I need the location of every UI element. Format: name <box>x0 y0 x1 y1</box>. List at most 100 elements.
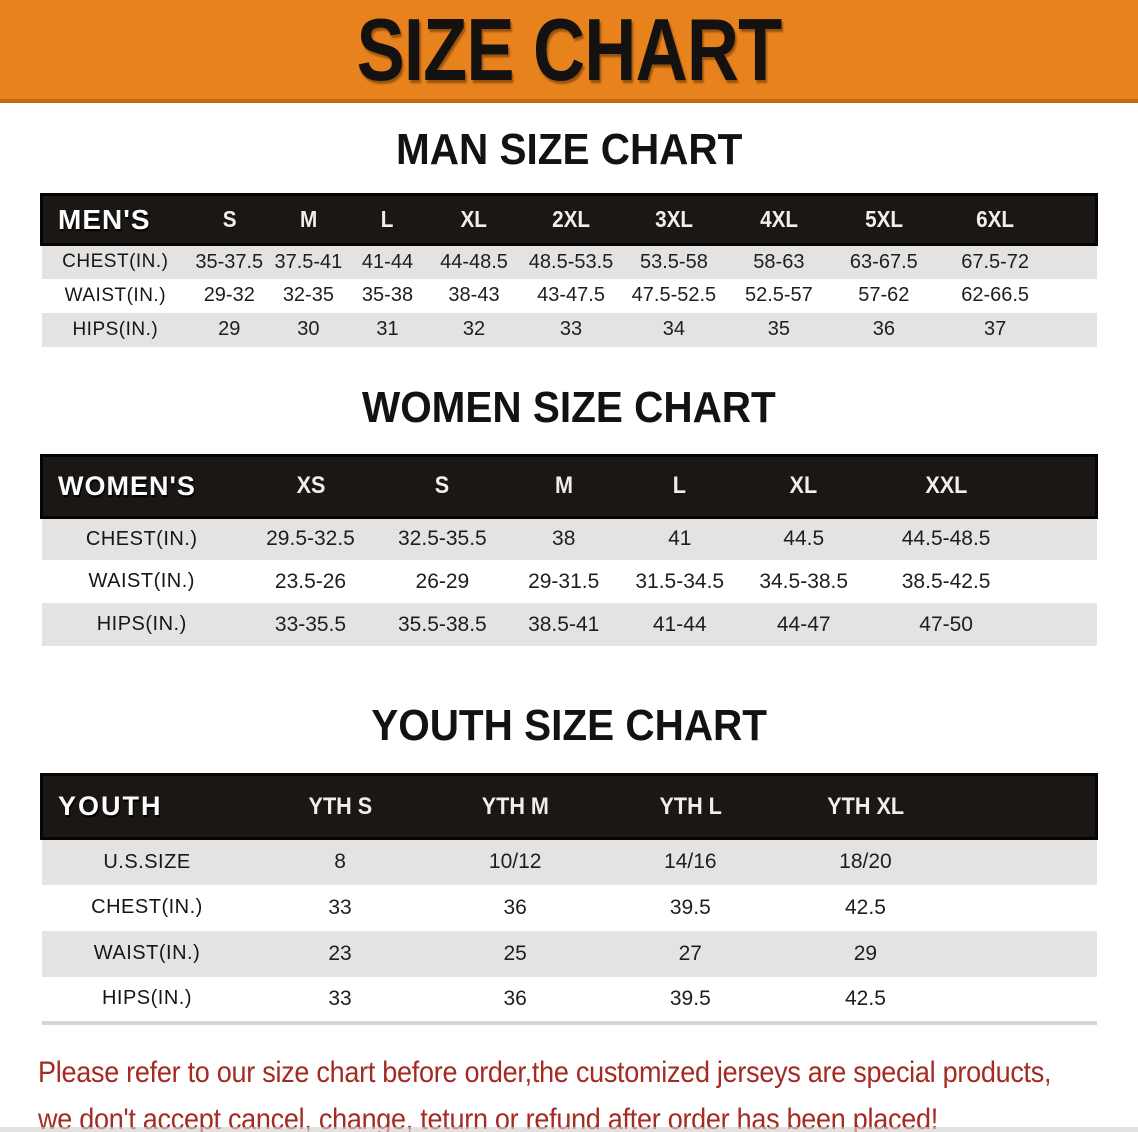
value-cell: 63-67.5 <box>849 250 918 273</box>
row-label-cell: HIPS(IN.) <box>96 613 187 635</box>
row-label-cell: HIPS(IN.) <box>72 318 159 340</box>
row-label-cell: WAIST(IN.) <box>64 284 167 306</box>
value-cell: 35-38 <box>361 284 414 306</box>
value-cell: 39.5 <box>669 895 711 919</box>
value-cell: 35-37.5 <box>195 250 264 273</box>
mens-header-row: MEN'S S M L XL 2XL 3XL 4XL 5XL 6XL <box>40 193 1099 246</box>
value-cell: 32.5-35.5 <box>398 527 487 551</box>
value-cell: 42.5 <box>845 895 886 919</box>
table-row-waist: WAIST(IN.) 29-32 32-35 35-38 38-43 43-47… <box>41 278 1097 313</box>
order-policy-note: Please refer to our size chart before or… <box>38 1049 1138 1132</box>
size-header-cell: YTH M <box>427 773 603 840</box>
table-row-chest: CHEST(IN.) 35-37.5 37.5-41 41-44 44-48.5… <box>41 244 1097 279</box>
womens-header-row: WOMEN'S XS S M L XL XXL <box>39 453 1098 519</box>
value-cell: 42.5 <box>845 986 886 1010</box>
value-cell: 44.5 <box>783 527 825 551</box>
value-cell: 43-47.5 <box>537 284 605 306</box>
size-header-cell: M <box>269 193 348 246</box>
womens-size-table: WOMEN'S XS S M L XL XXL CHEST(IN.) 29.5-… <box>39 453 1098 646</box>
row-label-cell: CHEST(IN.) <box>91 896 203 918</box>
table-row-hips: HIPS(IN.) 33-35.5 35.5-38.5 38.5-41 41-4… <box>41 603 1097 646</box>
filler-cell <box>1022 453 1098 519</box>
table-row-hips: HIPS(IN.) 33 36 39.5 42.5 <box>41 976 1097 1023</box>
filler-cell <box>1054 313 1096 347</box>
mens-header-label: MEN'S <box>40 193 190 246</box>
size-header-cell: XXL <box>869 453 1023 519</box>
value-cell: 26-29 <box>415 569 470 593</box>
row-label-cell: CHEST(IN.) <box>85 527 198 550</box>
value-cell: 62-66.5 <box>961 284 1030 306</box>
value-cell: 33 <box>328 895 352 919</box>
youth-section-title: YOUTH SIZE CHART <box>371 701 767 750</box>
mens-size-table: MEN'S S M L XL 2XL 3XL 4XL 5XL 6XL CHEST… <box>40 193 1099 347</box>
youth-header-row: YOUTH YTH S YTH M YTH L YTH XL <box>40 773 1098 840</box>
filler-cell <box>953 885 1097 931</box>
filler-cell <box>953 977 1097 1023</box>
value-cell: 29-31.5 <box>528 569 600 593</box>
size-header-cell: XL <box>737 453 870 519</box>
bottom-edge-artifact <box>0 1127 1138 1132</box>
value-cell: 31.5-34.5 <box>635 569 725 593</box>
value-cell: 29.5-32.5 <box>266 527 355 551</box>
value-cell: 41-44 <box>361 250 414 273</box>
value-cell: 41-44 <box>652 612 707 636</box>
value-cell: 58-63 <box>753 250 805 273</box>
size-header-cell: YTH XL <box>777 773 953 840</box>
value-cell: 44-48.5 <box>440 250 508 273</box>
womens-header-label: WOMEN'S <box>39 453 242 519</box>
filler-cell <box>953 839 1097 885</box>
size-header-cell: 5XL <box>831 193 937 246</box>
value-cell: 44-47 <box>776 612 831 636</box>
filler-cell <box>1054 193 1099 246</box>
value-cell: 27 <box>678 941 702 965</box>
value-cell: 48.5-53.5 <box>528 250 614 273</box>
row-label-cell: U.S.SIZE <box>103 850 191 873</box>
value-cell: 35 <box>767 318 790 340</box>
size-header-cell: XS <box>241 453 380 519</box>
row-label-cell: HIPS(IN.) <box>101 987 193 1009</box>
women-section-title: WOMEN SIZE CHART <box>362 382 776 432</box>
value-cell: 37 <box>984 318 1007 340</box>
value-cell: 47.5-52.5 <box>631 284 717 306</box>
value-cell: 38-43 <box>448 284 500 306</box>
value-cell: 36 <box>872 318 895 340</box>
filler-cell <box>953 931 1097 977</box>
value-cell: 32-35 <box>282 284 334 306</box>
row-label-cell: WAIST(IN.) <box>93 942 201 964</box>
value-cell: 38.5-42.5 <box>901 569 991 593</box>
table-row-chest: CHEST(IN.) 33 36 39.5 42.5 <box>41 884 1097 931</box>
size-header-cell: YTH S <box>252 773 428 840</box>
value-cell: 44.5-48.5 <box>901 527 991 551</box>
size-header-cell: 6XL <box>936 193 1055 246</box>
value-cell: 38.5-41 <box>528 612 600 636</box>
filler-cell <box>953 773 1098 840</box>
value-cell: 33 <box>328 986 352 1010</box>
size-header-cell: 3XL <box>621 193 727 246</box>
size-header-cell: 4XL <box>726 193 832 246</box>
table-row-waist: WAIST(IN.) 23 25 27 29 <box>41 930 1097 977</box>
value-cell: 34 <box>662 318 686 340</box>
filler-cell <box>1023 560 1097 603</box>
value-cell: 57-62 <box>858 284 910 306</box>
value-cell: 38 <box>552 527 576 551</box>
value-cell: 14/16 <box>664 850 717 874</box>
value-cell: 53.5-58 <box>639 250 708 273</box>
filler-cell <box>1054 245 1096 279</box>
size-header-cell: 2XL <box>520 193 622 246</box>
value-cell: 36 <box>503 986 527 1010</box>
value-cell: 41 <box>668 527 692 551</box>
value-cell: 29 <box>853 941 878 965</box>
value-cell: 18/20 <box>839 850 892 874</box>
value-cell: 47-50 <box>919 612 973 636</box>
value-cell: 23.5-26 <box>274 569 347 593</box>
value-cell: 33-35.5 <box>274 612 347 636</box>
table-row-hips: HIPS(IN.) 29 30 31 32 33 34 35 36 37 <box>41 312 1097 347</box>
size-header-cell: YTH L <box>602 773 778 840</box>
size-header-cell: XL <box>427 193 521 246</box>
size-chart-banner: SIZE CHART <box>0 0 1138 103</box>
table-row-chest: CHEST(IN.) 29.5-32.5 32.5-35.5 38 41 44.… <box>41 517 1097 560</box>
value-cell: 32 <box>462 318 486 340</box>
value-cell: 29-32 <box>203 284 255 306</box>
value-cell: 39.5 <box>669 986 711 1010</box>
filler-cell <box>1054 279 1096 313</box>
